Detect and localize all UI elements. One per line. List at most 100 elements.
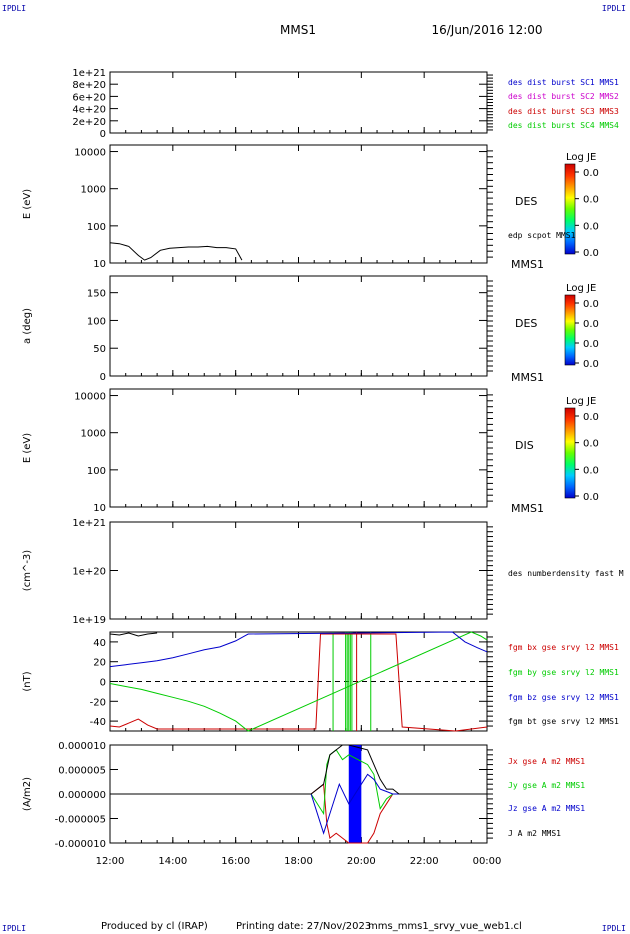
y-tick-label: 0	[100, 372, 106, 383]
y-tick-label: 6e+20	[72, 92, 106, 103]
instrument-label: DES	[515, 317, 537, 330]
footer-printing-date: Printing date: 27/Nov/2023	[236, 921, 371, 932]
y-tick-label: -0.000005	[55, 815, 106, 826]
y-tick-label: 0.000000	[58, 790, 106, 801]
y-tick-label: 10000	[74, 148, 106, 159]
colorbar-title: Log JE	[566, 152, 596, 163]
legend-entry: des dist burst SC1 MMS1	[508, 78, 619, 87]
y-tick-label: 4e+20	[72, 105, 106, 116]
instrument-label: DES	[515, 195, 537, 208]
colorbar-title: Log JE	[566, 396, 596, 407]
y-tick-label: 1e+21	[72, 518, 106, 529]
y-tick-label: -40	[90, 717, 106, 728]
y-axis-label: E (eV)	[22, 433, 33, 463]
colorbar-tick-label: 0.0	[583, 359, 599, 370]
panel-current: 0.000010 0.000005 0.000000 -0.000005 -0.0000…	[22, 741, 585, 867]
y-tick-label: 1e+20	[72, 567, 106, 578]
colorbar-tick-label: 0.0	[583, 319, 599, 330]
y-tick-label: 10	[93, 259, 106, 270]
y-tick-label: 40	[93, 638, 106, 649]
series-line-0	[109, 633, 488, 732]
series-line-1	[109, 631, 488, 732]
y-tick-label: 0.000010	[58, 741, 106, 752]
panel-des-pitch: 150 100 50 0 a (deg) DES MMS1 Log JE 0.0 0.0 0.0 0.…	[22, 275, 599, 384]
series-line-1	[110, 749, 487, 816]
legend-entry: Jx gse A m2 MMS1	[508, 757, 585, 766]
y-tick-label: 100	[87, 316, 106, 327]
y-tick-label: 0	[100, 678, 106, 689]
y-tick-label: 150	[87, 289, 106, 300]
series-line-3	[110, 744, 487, 795]
colorbar-tick-label: 0.0	[583, 299, 599, 310]
instrument-label: DIS	[515, 439, 534, 452]
colorbar-tick-label: 0.0	[583, 412, 599, 423]
corner-mark-top-right: IPDLI	[601, 4, 626, 13]
colorbar-tick-label: 0.0	[583, 439, 599, 450]
legend-entry: fgm bx gse srvy l2 MMS1	[508, 643, 619, 652]
x-tick-label: 18:00	[284, 856, 313, 867]
legend-entry: fgm by gse srvy l2 MMS1	[508, 668, 619, 677]
x-tick-label: 16:00	[221, 856, 250, 867]
colorbar-tick-label: 0.0	[583, 465, 599, 476]
spacecraft-label: MMS1	[511, 258, 544, 271]
panel-frame	[109, 275, 488, 377]
corner-mark-top-left: IPDLI	[2, 4, 27, 13]
colorbar-tick-label: 0.0	[583, 248, 599, 259]
legend-entry: edp scpot MMS1	[508, 231, 576, 240]
series-line-3	[109, 632, 158, 637]
series-line-0	[109, 242, 243, 261]
colorbar-tick-label: 0.0	[583, 221, 599, 232]
legend-entry: Jy gse A m2 MMS1	[508, 781, 585, 790]
legend-entry: J A m2 MMS1	[508, 829, 561, 838]
spacecraft-label: MMS1	[511, 502, 544, 515]
y-tick-label: 8e+20	[72, 80, 106, 91]
footer-produced-by: Produced by cl (IRAP)	[101, 921, 208, 932]
colorbar-title: Log JE	[566, 283, 596, 294]
legend-entry: fgm bt gse srvy l2 MMS1	[508, 717, 619, 726]
y-tick-label: -0.000010	[55, 839, 106, 850]
y-tick-label: 0	[100, 129, 106, 140]
y-tick-label: 50	[93, 344, 106, 355]
panel-des-density: 1e+21 1e+20 1e+19 (cm^-3) des numberdensity …	[22, 518, 624, 626]
y-axis-label: (cm^-3)	[22, 550, 33, 591]
series-line-0	[110, 783, 487, 844]
y-axis-label: (A/m2)	[22, 777, 33, 811]
y-tick-label: -20	[90, 697, 106, 708]
legend-entry: Jz gse A m2 MMS1	[508, 804, 585, 813]
corner-mark-bottom-left: IPDLI	[2, 924, 27, 933]
panel-dis-energy: 10000 1000 100 10 E (eV) DIS MMS1 Log JE 0.0 0.0 0…	[22, 388, 599, 515]
series-line-2	[109, 631, 488, 668]
y-tick-label: 10000	[74, 392, 106, 403]
y-tick-label: 0.000005	[58, 766, 106, 777]
panel-frame	[109, 521, 488, 620]
series-line-2	[110, 773, 487, 835]
y-tick-label: 1e+19	[72, 615, 106, 626]
spacecraft-label: MMS1	[511, 371, 544, 384]
panel-des-energy: 10000 1000 100 10 E (eV) DES MMS1 Log JE 0.0 0.0 0…	[22, 144, 599, 271]
x-tick-label: 20:00	[347, 856, 376, 867]
x-tick-label: 22:00	[410, 856, 439, 867]
colorbar-tick-label: 0.0	[583, 339, 599, 350]
y-axis-label: (nT)	[22, 671, 33, 691]
y-tick-label: 20	[93, 658, 106, 669]
x-tick-label: 14:00	[158, 856, 187, 867]
footer-script-name: mms_mms1_srvy_vue_web1.cl	[368, 921, 522, 932]
panel-frame	[109, 144, 488, 264]
y-tick-label: 1000	[81, 185, 106, 196]
colorbar-tick-label: 0.0	[583, 492, 599, 503]
colorbar	[564, 294, 576, 366]
x-tick-label: 00:00	[473, 856, 502, 867]
y-tick-label: 10	[93, 503, 106, 514]
corner-mark-bottom-right: IPDLI	[601, 924, 626, 933]
y-axis-label: E (eV)	[22, 189, 33, 219]
colorbar	[564, 407, 576, 499]
y-tick-label: 1000	[81, 429, 106, 440]
panel-frame	[109, 71, 488, 134]
colorbar-tick-label: 0.0	[583, 195, 599, 206]
panel-fgm: 40 20 0 -20 -40 (nT) fgm bx gse srvy l2 MMS1 fg…	[22, 631, 619, 732]
colorbar	[564, 163, 576, 255]
colorbar-tick-label: 0.0	[583, 168, 599, 179]
